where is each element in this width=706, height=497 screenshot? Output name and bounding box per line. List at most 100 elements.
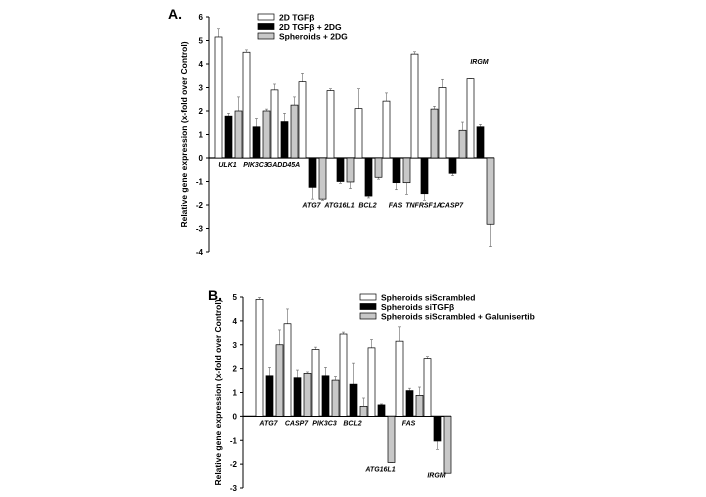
category-label: ATG16L1 xyxy=(323,202,354,209)
bar-bcl2-s2 xyxy=(349,383,358,417)
legend-entry: Spheroids siScrambled xyxy=(381,293,475,303)
y-tick-label: 3 xyxy=(233,341,238,350)
y-axis-label: Relative gene expression (x-fold over Co… xyxy=(179,41,189,227)
category-label: TNFRSF1A xyxy=(405,202,442,209)
y-axis-label: Relative gene expression (x-fold over Co… xyxy=(213,299,223,485)
bar-atg16l1-s3 xyxy=(387,416,396,463)
chart-panel-b: B. -3 -2 -1 0 1 2 3 4 5 Relative gene expression (… xyxy=(208,287,535,493)
bar-irgm-s2 xyxy=(433,416,442,442)
y-tick-label: 5 xyxy=(199,37,204,46)
category-label: PIK3C3 xyxy=(312,420,337,427)
legend-swatch xyxy=(359,312,377,320)
bar-atg7-s1 xyxy=(298,81,307,159)
bar-tnfrsf1a-s1 xyxy=(410,53,419,159)
category-label: PIK3C3 xyxy=(243,162,268,169)
category-label: ULK1 xyxy=(218,162,236,169)
y-tick-label: 4 xyxy=(199,60,204,69)
y-tick-label: 3 xyxy=(199,84,204,93)
bar-casp7-s2 xyxy=(448,157,457,174)
bar-ulk1-s2 xyxy=(224,115,233,159)
bar-casp7-s3 xyxy=(458,129,467,159)
y-tick-label: 2 xyxy=(199,107,204,116)
y-tick-label: -2 xyxy=(196,201,204,210)
panel-label: B. xyxy=(208,287,222,303)
y-tick-label: -1 xyxy=(196,178,204,187)
legend-entry: 2D TGFβ + 2DG xyxy=(279,22,342,32)
legend-swatch xyxy=(257,23,275,30)
bar-fas-s3 xyxy=(415,395,424,417)
y-tick-label: -2 xyxy=(230,460,238,469)
bar-bcl2-s3 xyxy=(374,157,383,178)
bar-pik3c3-s2 xyxy=(321,375,330,417)
category-label: FAS xyxy=(389,202,403,209)
category-label: CASP7 xyxy=(440,202,464,209)
y-tick-label: 4 xyxy=(233,317,238,326)
panel-label: A. xyxy=(168,6,182,22)
category-label: CASP7 xyxy=(285,420,309,427)
bar-atg16l1-s2 xyxy=(377,404,386,417)
bar-casp7-s3 xyxy=(303,373,312,417)
bar-irgm-s1 xyxy=(423,358,432,417)
y-tick-label: -3 xyxy=(196,225,204,234)
legend-swatch xyxy=(257,32,275,40)
bar-fas-s1 xyxy=(395,340,404,417)
bar-tnfrsf1a-s2 xyxy=(420,157,429,195)
bar-atg7-s2 xyxy=(308,157,317,188)
legend-swatch xyxy=(359,293,377,301)
category-label: BCL2 xyxy=(358,202,376,209)
bar-fas-s1 xyxy=(382,100,391,159)
legend-entry: Spheroids + 2DG xyxy=(279,32,348,42)
legend-entry: 2D TGFβ xyxy=(279,13,314,23)
bar-pik3c3-s3 xyxy=(262,110,271,159)
bar-bcl2-s2 xyxy=(364,157,373,197)
category-label: IRGM xyxy=(427,472,445,479)
bar-ulk1-s1 xyxy=(214,36,223,159)
bar-irgm-s3 xyxy=(486,157,495,225)
y-tick-label: 6 xyxy=(199,13,204,22)
category-label: BCL2 xyxy=(343,420,361,427)
bar-atg16l1-s3 xyxy=(346,157,355,183)
bar-fas-s3 xyxy=(402,157,411,184)
legend-entry: Spheroids siTGFβ xyxy=(381,302,454,312)
bar-atg7-s2 xyxy=(265,375,274,417)
bar-pik3c3-s1 xyxy=(311,349,320,417)
legend-swatch xyxy=(257,13,275,21)
category-label: GADD45A xyxy=(267,162,300,169)
y-tick-label: -4 xyxy=(196,248,204,257)
bar-atg16l1-s2 xyxy=(336,157,345,182)
category-label: IRGM xyxy=(470,59,488,66)
y-tick-label: 1 xyxy=(233,389,238,398)
bar-irgm-s1 xyxy=(466,78,475,159)
bar-bcl2-s3 xyxy=(359,405,368,417)
bar-atg16l1-s1 xyxy=(367,347,376,417)
bar-casp7-s1 xyxy=(283,323,292,417)
bar-bcl2-s1 xyxy=(339,333,348,417)
bar-irgm-s3 xyxy=(443,416,452,474)
y-tick-label: 0 xyxy=(199,154,204,163)
y-tick-label: 5 xyxy=(233,293,238,302)
bar-atg7-s3 xyxy=(318,157,327,200)
legend-entry: Spheroids siScrambled + Galunisertib xyxy=(381,312,535,322)
category-label: ATG7 xyxy=(258,420,278,427)
bar-atg7-s3 xyxy=(275,344,284,417)
bar-gadd45a-s1 xyxy=(270,89,279,159)
bar-casp7-s1 xyxy=(438,87,447,159)
y-tick-label: 1 xyxy=(199,131,204,140)
bar-irgm-s2 xyxy=(476,126,485,159)
bar-pik3c3-s1 xyxy=(242,51,251,159)
bar-gadd45a-s3 xyxy=(290,104,299,159)
bar-ulk1-s3 xyxy=(234,110,243,159)
bar-gadd45a-s2 xyxy=(280,121,289,159)
category-label: ATG7 xyxy=(301,202,321,209)
bar-bcl2-s1 xyxy=(354,108,363,159)
bar-tnfrsf1a-s3 xyxy=(430,108,439,159)
legend-swatch xyxy=(359,303,377,310)
y-tick-label: -3 xyxy=(230,484,238,493)
bar-casp7-s2 xyxy=(293,377,302,417)
bar-atg7-s1 xyxy=(255,299,264,417)
bar-fas-s2 xyxy=(392,157,401,184)
y-tick-label: -1 xyxy=(230,436,238,445)
y-tick-label: 0 xyxy=(233,412,238,421)
